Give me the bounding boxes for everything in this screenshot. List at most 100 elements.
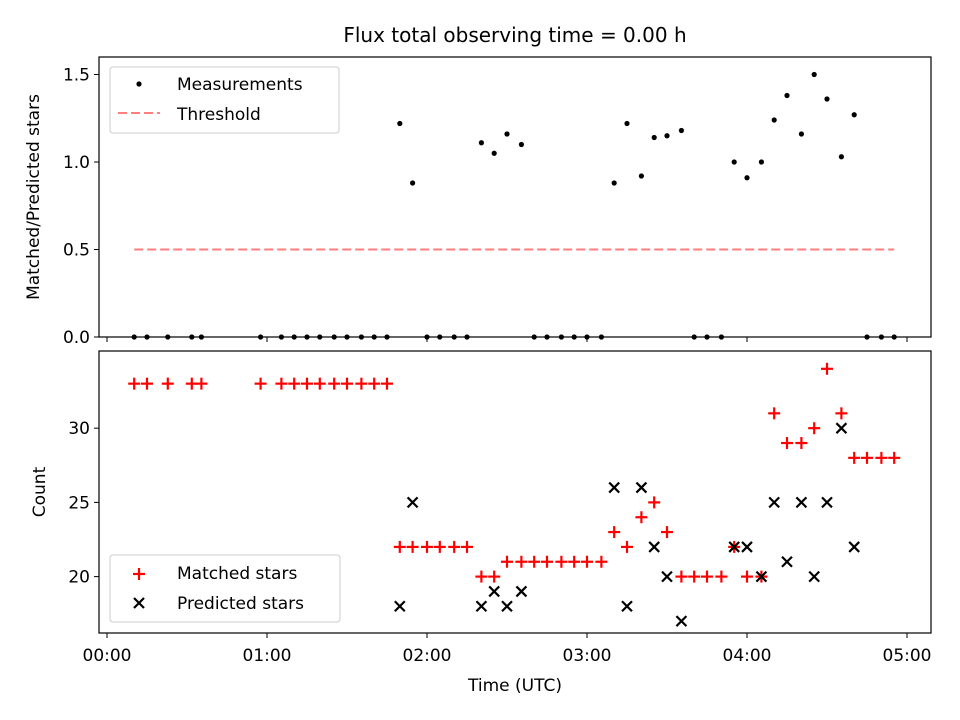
matched-stars-point [461,540,473,553]
y-tick-label: 20 [68,568,90,588]
matched-stars-point [328,377,341,390]
matched-stars-point [635,511,648,524]
y-tick-label: 1.0 [63,153,90,173]
ratio-legend: Measurements Threshold [109,66,340,134]
measurement-point [491,150,497,156]
ratio-panel: 0.0 0.5 1.0 1.5 Matched/Predicted stars Mea… [24,56,932,348]
count-legend: Matched stars Predicted stars [109,554,341,623]
legend-threshold-label: Threshold [176,105,261,125]
matched-stars-point [421,540,433,553]
measurement-point [198,334,204,340]
matched-stars-point [608,526,621,539]
measurement-point [165,334,171,340]
measurement-point [798,131,805,137]
measurement-point [144,334,150,340]
matched-stars-point [821,362,833,375]
matched-stars-point [741,570,753,583]
matched-stars-point [688,570,701,583]
predicted-stars-point [406,496,419,509]
measurement-point [571,334,577,340]
matched-stars-point [808,422,821,435]
legend-matched-marker [133,568,145,580]
x-tick-label: 05:00 [883,646,932,666]
legend-predicted-marker [133,597,145,609]
y-tick-label: 1.5 [63,66,90,86]
predicted-stars-point [501,600,513,613]
matched-stars-point [861,451,873,464]
matched-stars-point [393,540,406,553]
predicted-stars-point [475,600,488,613]
matched-stars-point [528,555,541,568]
measurement-point [811,71,817,78]
measurement-point [864,334,870,340]
predicted-stars-point [648,541,660,553]
matched-stars-point [888,451,901,464]
legend-predicted-label: Predicted stars [177,594,304,614]
measurement-point [558,334,565,340]
measurement-point [317,334,323,340]
x-tick-label: 01:00 [243,646,292,666]
predicted-stars-point [835,422,848,434]
predicted-stars-point [515,585,528,598]
measurement-point [478,140,484,146]
predicted-stars-point [635,481,648,494]
matched-stars-point [795,437,808,450]
count-y-axis: 20 25 30 [68,419,99,588]
measurement-point [851,112,857,118]
measurement-point [331,334,337,340]
count-plot-frame [98,350,932,634]
count-marks [128,362,901,627]
measurement-point [664,133,670,139]
measurement-point [189,334,195,340]
ratio-x-ticks [106,337,908,342]
ratio-legend-box [109,66,340,134]
measurement-point [704,334,710,340]
predicted-stars-point [755,570,768,583]
measurement-point [744,175,750,181]
chart-title: Flux total observing time = 0.00 h [343,23,686,47]
matched-stars-point [406,540,419,553]
measurement-point [598,334,605,340]
matched-stars-point [675,570,688,583]
x-tick-label: 04:00 [723,646,772,666]
ratio-y-axis: 0.0 0.5 1.0 1.5 [63,66,99,348]
predicted-stars-point [768,496,780,509]
measurement-point [397,120,403,127]
y-tick-label: 0.5 [63,241,90,261]
measurement-point [624,120,630,127]
legend-matched-label: Matched stars [177,564,297,584]
matched-stars-point [515,555,528,568]
measurement-point [291,334,297,340]
measurement-point [611,180,617,186]
measurement-point [718,334,725,340]
matched-stars-point [541,555,553,568]
predicted-stars-point [795,496,808,509]
matched-stars-point [715,570,728,583]
matched-stars-point [355,377,368,390]
measurement-point [824,96,830,102]
predicted-stars-point [675,615,688,627]
matched-stars-point [568,555,581,568]
legend-measurements-marker [136,81,142,87]
measurement-point [651,134,657,141]
count-panel: 20 25 30 00:00 01:00 02:00 03:00 04:00 05:00 Co… [30,350,932,696]
matched-stars-point [488,570,501,583]
predicted-stars-point [808,570,820,583]
predicted-stars-point [621,600,633,613]
predicted-stars-point [741,541,753,553]
predicted-stars-point [608,481,620,494]
measurement-point [838,154,845,160]
measurement-point [451,334,457,340]
measurement-point [784,92,790,99]
matched-stars-point [301,377,313,390]
y-tick-label: 0.0 [63,328,90,348]
matched-stars-point [875,451,888,464]
matched-stars-point [581,555,593,568]
measurement-point [758,159,765,165]
predicted-stars-point [488,585,500,598]
matched-stars-point [254,377,267,390]
count-legend-box [109,554,341,623]
matched-stars-point [313,377,326,390]
y-tick-label: 30 [68,419,90,439]
